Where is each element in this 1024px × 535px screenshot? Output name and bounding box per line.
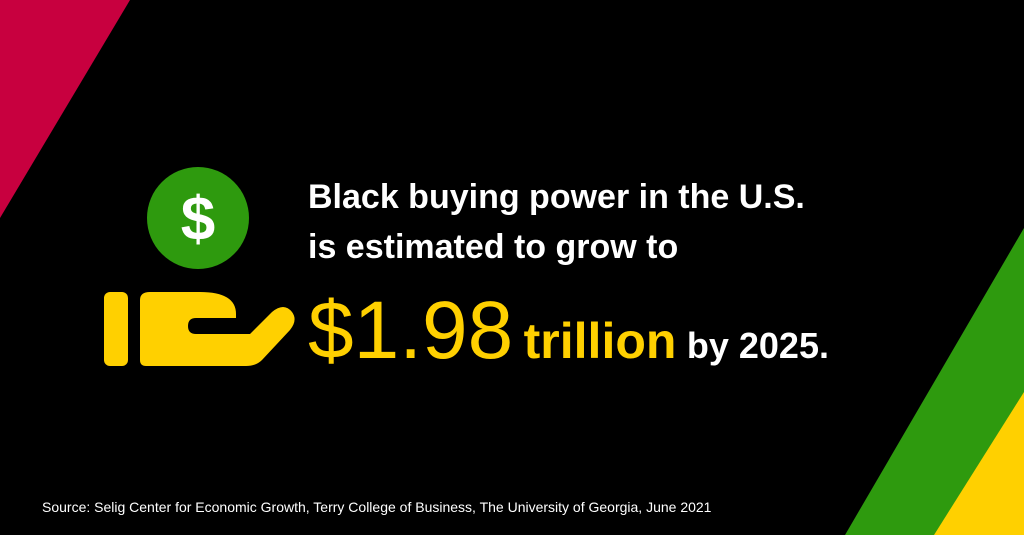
red-stripe xyxy=(0,0,130,218)
unit: trillion xyxy=(524,313,677,369)
coin-symbol: $ xyxy=(181,185,215,254)
headline-line1: Black buying power in the U.S. xyxy=(308,178,805,216)
hand-cuff xyxy=(104,292,128,366)
headline-line2: is estimated to grow to xyxy=(308,228,678,266)
coin xyxy=(147,167,249,269)
hand xyxy=(140,292,295,366)
green-stripe xyxy=(845,228,1024,535)
headline-line3: $1.98 trillion by 2025. xyxy=(308,285,829,376)
suffix: by 2025. xyxy=(687,325,829,366)
source: Source: Selig Center for Economic Growth… xyxy=(42,499,712,515)
yellow-stripe xyxy=(934,392,1024,535)
money-icon: $ xyxy=(104,167,295,366)
amount: $1.98 xyxy=(308,285,513,376)
